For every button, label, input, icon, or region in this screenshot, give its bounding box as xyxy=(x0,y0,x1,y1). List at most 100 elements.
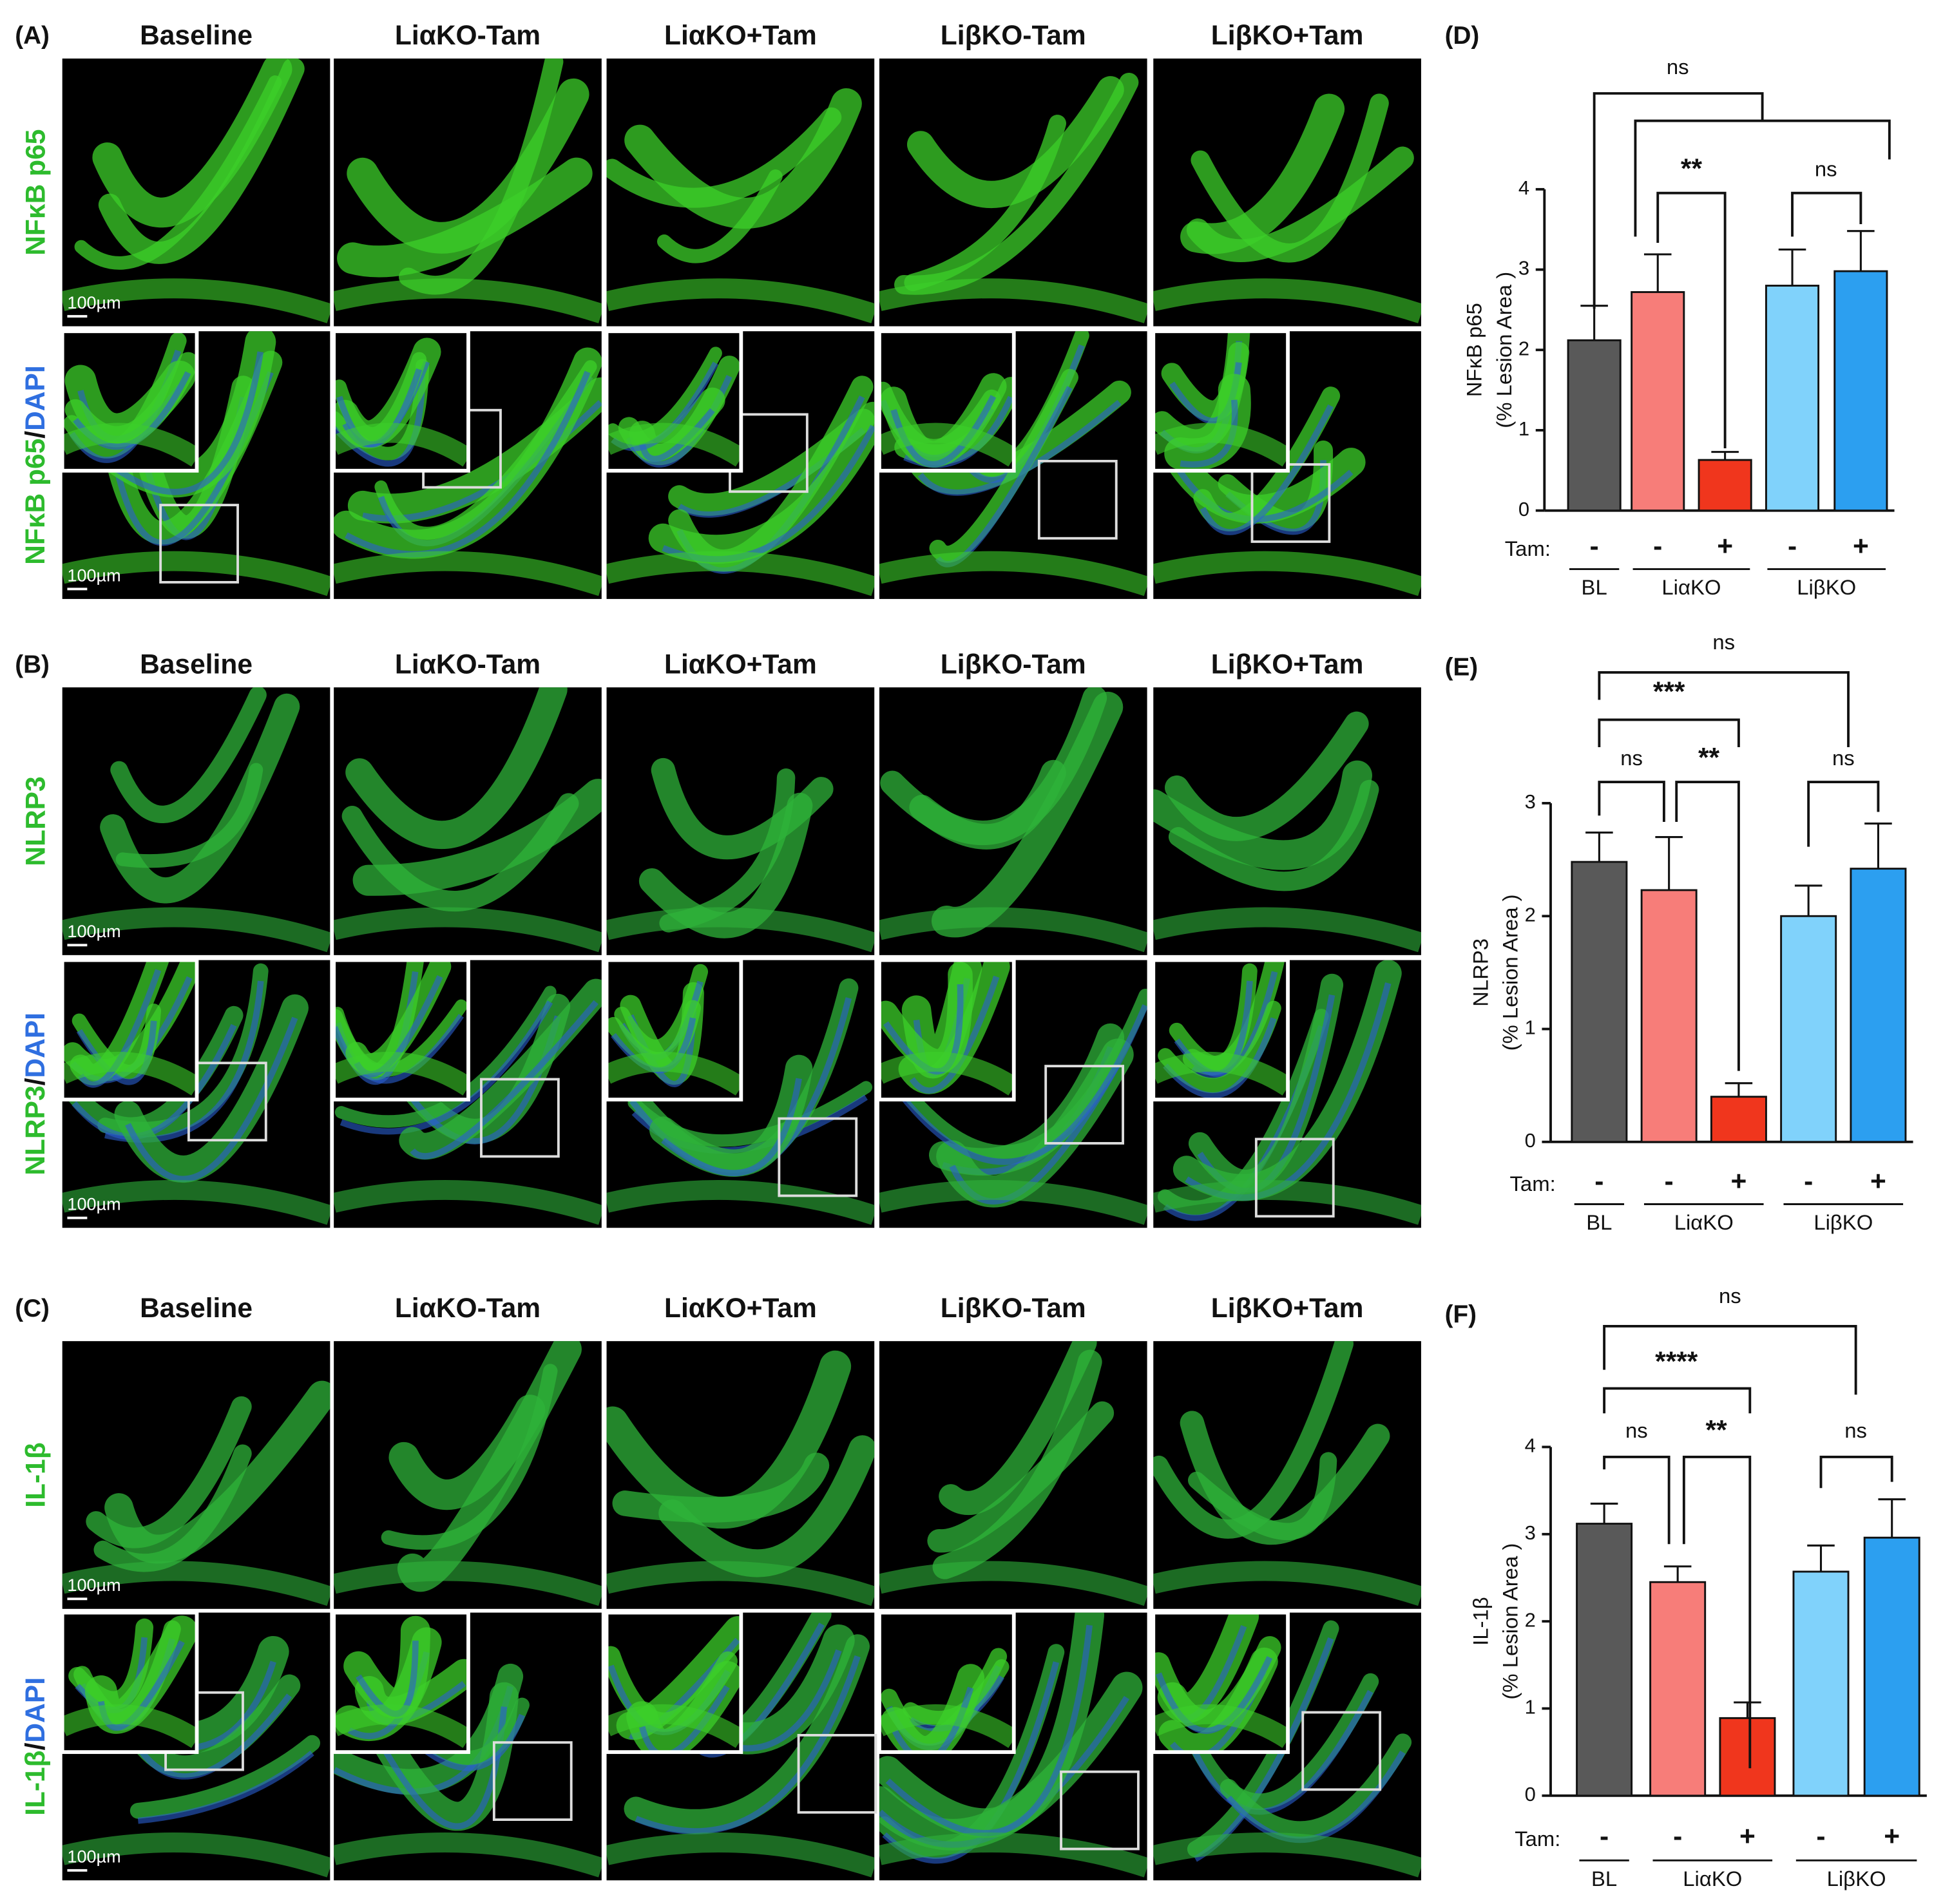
image-cell xyxy=(1153,687,1421,955)
y-tick-label: 3 xyxy=(1518,257,1529,280)
image-cell xyxy=(1153,58,1421,327)
column-header: Baseline xyxy=(140,20,253,51)
tissue-base xyxy=(62,423,197,467)
image-cell xyxy=(604,958,875,1228)
tam-sign: + xyxy=(1884,1821,1900,1852)
zoom-box xyxy=(492,1741,573,1822)
tissue-base xyxy=(879,551,1147,596)
tissue-band xyxy=(626,1661,742,1753)
row-label-sep: / xyxy=(20,1742,51,1750)
significance-label: ns xyxy=(1832,746,1855,770)
zoom-box xyxy=(1060,1770,1140,1851)
bar xyxy=(1571,861,1628,1143)
inset xyxy=(334,331,468,471)
tissue xyxy=(334,978,602,1225)
tissue xyxy=(606,1616,742,1753)
tissue xyxy=(1153,93,1421,323)
dapi-band xyxy=(410,1000,598,1159)
tissue xyxy=(606,347,742,468)
bar xyxy=(1576,1523,1633,1797)
group-label: BL xyxy=(1591,1867,1617,1890)
inset xyxy=(62,331,197,471)
tissue-base xyxy=(334,1561,602,1606)
image-cell xyxy=(332,1610,602,1881)
bar xyxy=(1567,339,1622,512)
tissue-band xyxy=(334,985,557,1128)
tissue-band xyxy=(129,1735,321,1819)
tissue-base xyxy=(1153,1561,1421,1606)
dapi-band xyxy=(1180,399,1238,468)
inset-border xyxy=(332,329,470,473)
inset xyxy=(1153,1612,1288,1753)
tissue-base xyxy=(62,907,330,953)
tissue-band xyxy=(606,107,842,208)
tam-sign: - xyxy=(1590,531,1599,562)
significance-bracket xyxy=(1807,781,1880,847)
tissue xyxy=(606,88,875,323)
tissue-base xyxy=(62,1833,330,1878)
image-cell xyxy=(332,329,602,599)
tissue-band xyxy=(388,1395,546,1510)
tissue xyxy=(606,964,742,1096)
column-header: LiαKO+Tam xyxy=(664,649,817,680)
tissue-band xyxy=(341,793,579,912)
y-axis-label: (% Lesion Area ) xyxy=(1498,1543,1522,1700)
inset xyxy=(334,960,468,1100)
panel-label: (A) xyxy=(15,22,50,50)
y-tick-label: 4 xyxy=(1518,176,1529,199)
significance-label: ns xyxy=(1815,157,1837,181)
dapi-band xyxy=(885,1624,1093,1836)
image-cell xyxy=(1151,958,1421,1228)
zoom-box xyxy=(778,1117,858,1197)
bar xyxy=(1850,868,1907,1143)
significance-bracket xyxy=(1603,1325,1857,1395)
tissue xyxy=(879,960,1014,1096)
row-label-counterstain: DAPI xyxy=(20,1677,51,1743)
tissue-base xyxy=(606,907,875,953)
inset xyxy=(606,960,742,1100)
y-axis-label: IL-1β xyxy=(1468,1597,1492,1646)
tam-sign: - xyxy=(1788,531,1797,562)
inset-border xyxy=(332,1610,470,1755)
scale-bar-label: 100µm xyxy=(67,1576,120,1595)
tissue-band xyxy=(1180,93,1345,254)
tissue-base xyxy=(606,1704,742,1748)
tam-sign: - xyxy=(1673,1821,1682,1852)
tissue-base xyxy=(62,278,330,323)
tissue-base xyxy=(334,551,602,596)
row-label: NFκB p65/DAPI xyxy=(20,365,51,565)
column-header: LiβKO-Tam xyxy=(941,649,1086,680)
significance-label: **** xyxy=(1655,1346,1698,1377)
tissue xyxy=(879,1341,1147,1606)
tissue xyxy=(334,338,468,467)
tissue xyxy=(334,1341,602,1606)
row-label: NFκB p65 xyxy=(20,129,51,256)
zoom-box xyxy=(159,504,239,584)
row-label: NLRP3 xyxy=(20,776,51,866)
row-label-counterstain: DAPI xyxy=(20,365,51,431)
image-cell: 100µm xyxy=(60,329,330,599)
tissue xyxy=(1153,386,1421,596)
panel-label: (F) xyxy=(1445,1301,1477,1329)
column-header: Baseline xyxy=(140,1293,253,1324)
dapi-band xyxy=(1155,1656,1273,1734)
dapi-band xyxy=(340,1000,553,1135)
panel-label: (B) xyxy=(15,651,50,679)
tissue-band xyxy=(86,1396,252,1548)
tissue xyxy=(62,963,330,1225)
significance-label: *** xyxy=(1653,676,1685,707)
scale-bar-label: 100µm xyxy=(67,566,120,585)
dapi-band xyxy=(1163,1017,1277,1099)
y-tick-label: 3 xyxy=(1525,790,1536,813)
bar xyxy=(1780,915,1837,1143)
tissue-band xyxy=(906,76,1124,208)
row-label-marker: NFκB p65 xyxy=(20,439,51,565)
significance-label: ns xyxy=(1844,1418,1867,1442)
bar xyxy=(1719,1717,1776,1797)
dapi-band xyxy=(372,1706,508,1830)
tissue-base xyxy=(1153,551,1421,596)
tissue-band xyxy=(932,1349,1102,1579)
image-cell xyxy=(1151,329,1421,599)
tissue xyxy=(1153,1341,1421,1606)
tissue-base xyxy=(62,1561,330,1606)
